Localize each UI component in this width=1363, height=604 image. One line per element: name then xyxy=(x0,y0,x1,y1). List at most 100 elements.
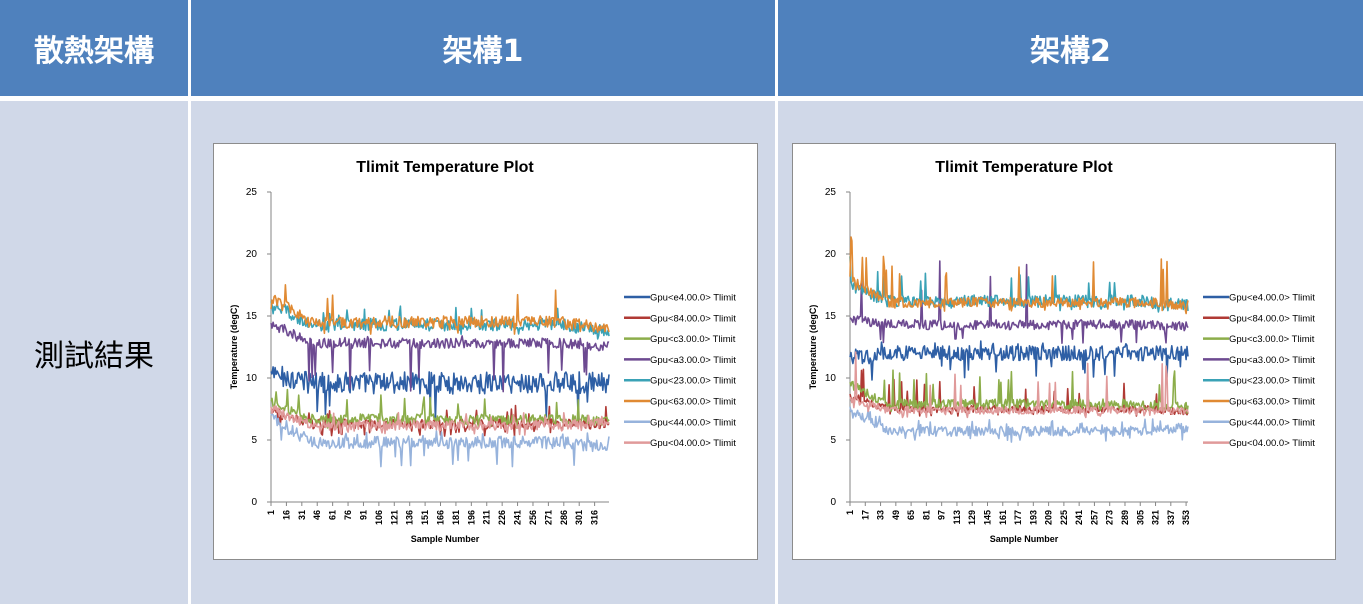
legend-entry: Gpu<84.00.0> Tlimit xyxy=(1229,313,1315,324)
x-tick-label: 271 xyxy=(543,510,553,525)
y-tick-label: 5 xyxy=(251,435,257,446)
series-line xyxy=(849,351,1189,419)
x-tick-label: 193 xyxy=(1028,510,1038,525)
x-tick-label: 106 xyxy=(374,510,384,525)
x-tick-label: 81 xyxy=(921,510,931,520)
y-tick-label: 0 xyxy=(251,497,257,508)
legend-entry: Gpu<e4.00.0> Tlimit xyxy=(650,293,736,304)
x-tick-label: 337 xyxy=(1166,510,1176,525)
x-tick-label: 121 xyxy=(389,510,399,525)
chart-title: Tlimit Temperature Plot xyxy=(935,159,1113,176)
legend-entry: Gpu<84.00.0> Tlimit xyxy=(650,313,736,324)
legend-entry: Gpu<e4.00.0> Tlimit xyxy=(1229,293,1315,304)
y-tick-label: 0 xyxy=(830,497,836,508)
y-tick-label: 20 xyxy=(825,249,837,260)
x-tick-label: 177 xyxy=(1013,510,1023,525)
y-axis-label: Temperature (degC) xyxy=(808,305,818,390)
x-tick-label: 145 xyxy=(982,510,992,525)
x-tick-label: 181 xyxy=(451,510,461,525)
series-line xyxy=(849,406,1189,443)
x-tick-label: 61 xyxy=(328,510,338,520)
x-tick-label: 33 xyxy=(876,510,886,520)
series-line xyxy=(849,256,1189,313)
legend-entry: Gpu<a3.00.0> Tlimit xyxy=(650,355,736,366)
legend-entry: Gpu<23.00.0> Tlimit xyxy=(650,376,736,387)
chart-arch1-svg: Tlimit Temperature Plot 0 5 10 15 20 25 Tempera… xyxy=(229,159,736,544)
legend-entry: Gpu<c3.00.0> Tlimit xyxy=(1229,334,1315,345)
x-tick-label: 353 xyxy=(1181,510,1191,525)
x-tick-label: 65 xyxy=(906,510,916,520)
x-tick-label: 151 xyxy=(420,510,430,525)
x-tick-label: 273 xyxy=(1105,510,1115,525)
x-tick-label: 256 xyxy=(528,510,538,525)
x-tick-label: 196 xyxy=(466,510,476,525)
x-tick-label: 113 xyxy=(952,510,962,525)
series-line xyxy=(849,340,1189,381)
x-tick-label: 226 xyxy=(497,510,507,525)
header-arch1-label: 架構1 xyxy=(442,34,524,69)
header-cell-arch2: 架構2 xyxy=(778,0,1363,96)
x-tick-label: 289 xyxy=(1120,510,1130,525)
x-tick-label: 161 xyxy=(998,510,1008,525)
x-tick-label: 16 xyxy=(281,510,291,520)
x-tick-label: 166 xyxy=(436,510,446,525)
series-line xyxy=(270,284,610,335)
y-tick-label: 10 xyxy=(825,373,837,384)
legend-entry: Gpu<c3.00.0> Tlimit xyxy=(650,334,736,345)
header-architecture-label: 散熱架構 xyxy=(34,34,154,69)
legend-entry: Gpu<04.00.0> Tlimit xyxy=(650,438,736,449)
x-tick-label: 31 xyxy=(297,510,307,520)
x-tick-label: 286 xyxy=(559,510,569,525)
series-line xyxy=(270,405,610,436)
chart-arch2: Tlimit Temperature Plot 0 5 10 15 20 25 Tempera… xyxy=(792,143,1336,560)
row-label-test-results: 測試結果 xyxy=(34,338,154,374)
x-tick-label: 1 xyxy=(266,510,276,515)
chart-title: Tlimit Temperature Plot xyxy=(356,159,534,176)
x-tick-label: 129 xyxy=(967,510,977,525)
x-tick-label: 49 xyxy=(891,510,901,520)
row-label-cell: 測試結果 xyxy=(0,101,188,604)
x-tick-label: 17 xyxy=(860,510,870,520)
x-tick-label: 301 xyxy=(574,510,584,525)
x-tick-label: 305 xyxy=(1135,510,1145,525)
series-line xyxy=(270,365,610,421)
series-line xyxy=(849,260,1189,344)
header-arch2-label: 架構2 xyxy=(1030,34,1111,69)
series-line xyxy=(849,369,1189,414)
x-tick-label: 241 xyxy=(513,510,523,525)
legend-entry: Gpu<04.00.0> Tlimit xyxy=(1229,438,1315,449)
x-tick-label: 257 xyxy=(1089,510,1099,525)
x-tick-label: 1 xyxy=(845,510,855,515)
x-tick-label: 76 xyxy=(343,510,353,520)
header-cell-architecture: 散熱架構 xyxy=(0,0,188,96)
y-tick-label: 15 xyxy=(825,311,837,322)
chart-arch1: Tlimit Temperature Plot 0 5 10 15 20 25 Tempera… xyxy=(213,143,758,560)
legend-entry: Gpu<a3.00.0> Tlimit xyxy=(1229,355,1315,366)
x-tick-label: 97 xyxy=(937,510,947,520)
x-tick-label: 91 xyxy=(358,510,368,520)
legend-entry: Gpu<23.00.0> Tlimit xyxy=(1229,376,1315,387)
legend-entry: Gpu<44.00.0> Tlimit xyxy=(650,417,736,428)
x-tick-label: 136 xyxy=(405,510,415,525)
legend-entry: Gpu<63.00.0> Tlimit xyxy=(1229,397,1315,408)
y-tick-label: 15 xyxy=(246,311,258,322)
y-tick-label: 25 xyxy=(825,187,837,198)
legend-entry: Gpu<63.00.0> Tlimit xyxy=(650,397,736,408)
x-tick-label: 209 xyxy=(1044,510,1054,525)
header-cell-arch1: 架構1 xyxy=(191,0,775,96)
series-line xyxy=(270,412,610,468)
series-line xyxy=(270,301,610,340)
x-tick-label: 211 xyxy=(482,510,492,525)
x-tick-label: 241 xyxy=(1074,510,1084,525)
legend-entry: Gpu<44.00.0> Tlimit xyxy=(1229,417,1315,428)
y-tick-label: 10 xyxy=(246,373,258,384)
x-tick-label: 321 xyxy=(1151,510,1161,525)
y-axis-label: Temperature (degC) xyxy=(229,305,239,390)
x-axis-label: Sample Number xyxy=(990,534,1059,544)
x-tick-label: 225 xyxy=(1059,510,1069,525)
y-tick-label: 25 xyxy=(246,187,258,198)
x-tick-label: 316 xyxy=(590,510,600,525)
x-axis-label: Sample Number xyxy=(411,534,480,544)
series-line xyxy=(849,236,1189,315)
